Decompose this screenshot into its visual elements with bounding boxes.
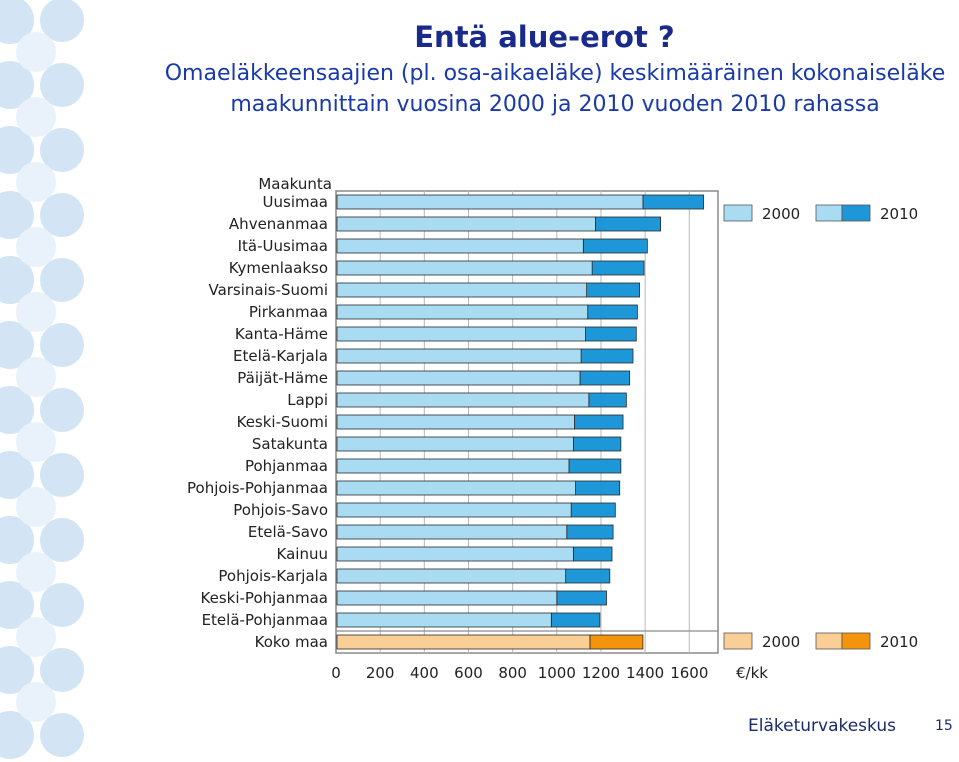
bar-2010 xyxy=(642,194,705,210)
bar-2000 xyxy=(336,612,552,628)
x-tick-label: 1200 xyxy=(582,664,620,682)
category-label: Päijät-Häme xyxy=(237,369,328,387)
bar-2000 xyxy=(336,282,588,298)
legend-label-2010: 2010 xyxy=(880,205,918,223)
bar-2010 xyxy=(572,546,613,562)
legend-swatch-2010-base-total xyxy=(815,632,843,650)
category-label: Kymenlaakso xyxy=(229,259,328,277)
category-label: Pohjois-Pohjanmaa xyxy=(187,479,328,497)
x-tick-label: 1000 xyxy=(538,664,576,682)
bar-2000 xyxy=(336,458,570,474)
bar-2010 xyxy=(572,436,622,452)
bar-2010 xyxy=(588,392,627,408)
bar-2010 xyxy=(589,634,644,650)
bar-2010 xyxy=(550,612,601,628)
legend-label-2000-total: 2000 xyxy=(762,633,800,651)
category-label: Pirkanmaa xyxy=(249,303,328,321)
category-label: Ahvenanmaa xyxy=(229,215,328,233)
bar-2010 xyxy=(585,326,637,342)
bar-2010 xyxy=(586,282,641,298)
bar-2010 xyxy=(579,370,631,386)
bar-2000 xyxy=(336,568,567,584)
bar-2000 xyxy=(336,260,593,276)
bar-2000 xyxy=(336,304,589,320)
x-tick-label: 0 xyxy=(331,664,341,682)
bar-2000 xyxy=(336,546,574,562)
bar-2010 xyxy=(556,590,607,606)
bar-2010 xyxy=(568,458,622,474)
bar-2000 xyxy=(336,216,596,232)
bar-2010 xyxy=(575,480,621,496)
category-label: Keski-Pohjanmaa xyxy=(201,589,328,607)
category-label: Varsinais-Suomi xyxy=(208,281,328,299)
bar-2000 xyxy=(336,634,591,650)
bar-2000 xyxy=(336,326,586,342)
category-label: Pohjois-Savo xyxy=(233,501,328,519)
bar-2000 xyxy=(336,238,584,254)
bar-2000 xyxy=(336,414,575,430)
category-label: Kanta-Häme xyxy=(235,325,328,343)
category-label: Keski-Suomi xyxy=(237,413,328,431)
category-label: Pohjois-Karjala xyxy=(218,567,328,585)
legend-label-2000: 2000 xyxy=(762,205,800,223)
bar-2010 xyxy=(587,304,638,320)
bar-2000 xyxy=(336,392,590,408)
legend-swatch-2000 xyxy=(723,204,753,222)
slide-subtitle: Omaeläkkeensaajien (pl. osa-aikaeläke) k… xyxy=(164,61,946,117)
bar-2010 xyxy=(566,524,614,540)
category-label: Etelä-Karjala xyxy=(233,347,328,365)
decorative-side-pattern xyxy=(0,0,84,759)
bar-2010 xyxy=(582,238,648,254)
bar-2000 xyxy=(336,480,576,496)
category-label: Lappi xyxy=(287,391,328,409)
bar-2010 xyxy=(570,502,616,518)
category-label: Satakunta xyxy=(252,435,328,453)
bar-2010 xyxy=(591,260,645,276)
footer-brand: Eläketurvakeskus xyxy=(748,716,896,736)
x-tick-label: 800 xyxy=(498,664,527,682)
category-label: Etelä-Pohjanmaa xyxy=(202,611,328,629)
legend-swatch-2010-total xyxy=(841,632,871,650)
category-header: Maakunta xyxy=(258,175,332,193)
slide-title: Entä alue-erot ? xyxy=(414,20,675,54)
bar-2010 xyxy=(595,216,661,232)
x-axis-unit: €/kk xyxy=(736,664,768,682)
legend-swatch-2000-total xyxy=(723,632,753,650)
legend-label-2010-total: 2010 xyxy=(880,633,918,651)
bar-2000 xyxy=(336,502,572,518)
category-label: Itä-Uusimaa xyxy=(238,237,328,255)
bar-2000 xyxy=(336,436,574,452)
x-tick-label: 1600 xyxy=(670,664,708,682)
category-label: Kainuu xyxy=(277,545,328,563)
legend-swatch-2010 xyxy=(841,204,871,222)
category-label: Uusimaa xyxy=(263,193,328,211)
category-label: Koko maa xyxy=(255,633,328,651)
x-tick-label: 400 xyxy=(410,664,439,682)
bar-2000 xyxy=(336,370,581,386)
bar-2010 xyxy=(580,348,634,364)
bar-2000 xyxy=(336,590,558,606)
chart-canvas: 0 200 400 600 800 1000 1200 1400 1600 MaakuntaUus… xyxy=(187,175,918,682)
x-tick-label: 600 xyxy=(454,664,483,682)
bar-2010 xyxy=(565,568,611,584)
x-tick-label: 200 xyxy=(366,664,395,682)
bar-2000 xyxy=(336,524,568,540)
legend-swatch-2010-base xyxy=(815,204,843,222)
bar-2000 xyxy=(336,348,582,364)
category-label: Etelä-Savo xyxy=(248,523,328,541)
page-number: 15 xyxy=(935,718,953,734)
category-label: Pohjanmaa xyxy=(245,457,328,475)
bar-2000 xyxy=(336,194,644,210)
bar-2010 xyxy=(574,414,624,430)
x-tick-label: 1400 xyxy=(626,664,664,682)
